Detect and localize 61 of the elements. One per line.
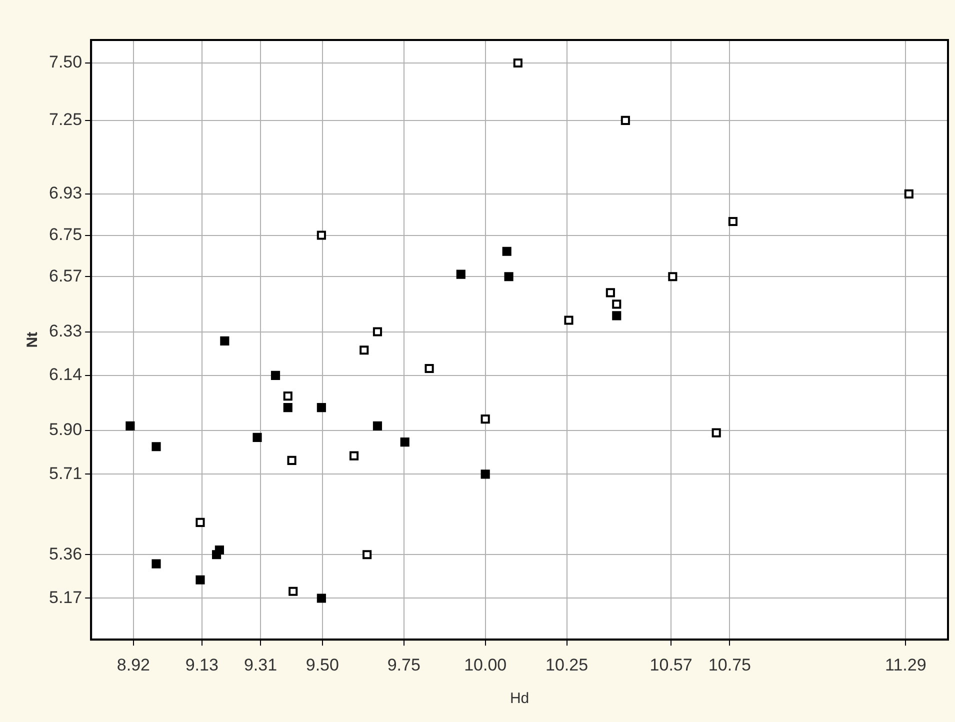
x-tick-label: 9.50 [306, 655, 339, 674]
y-tick-label: 6.14 [48, 365, 82, 384]
point [513, 58, 522, 68]
y-tick-label: 6.33 [48, 321, 82, 340]
point [372, 421, 382, 430]
point [612, 300, 622, 309]
point [316, 594, 326, 603]
y-tick-label: 6.57 [48, 266, 82, 286]
point [564, 316, 574, 325]
y-tick-label: 7.50 [48, 52, 82, 72]
y-tick-label: 5.36 [48, 544, 82, 564]
point [152, 559, 161, 568]
x-tick-label: 8.92 [116, 655, 150, 674]
point [152, 442, 161, 452]
point [372, 327, 382, 336]
point [283, 392, 292, 401]
x-tick-label: 10.57 [650, 655, 692, 674]
y-tick-label: 5.71 [48, 464, 82, 483]
point [220, 336, 230, 346]
point [480, 414, 490, 424]
point [288, 586, 298, 596]
x-tick-label: 11.29 [885, 655, 926, 674]
point [456, 270, 466, 279]
point [316, 230, 326, 240]
point [424, 364, 434, 374]
point [287, 456, 296, 465]
point [668, 272, 678, 282]
point [612, 311, 622, 320]
x-tick-label: 10.75 [708, 655, 751, 674]
point [283, 403, 292, 412]
point [362, 550, 372, 560]
point [480, 470, 490, 479]
x-tick-label: 9.13 [185, 655, 218, 674]
point [270, 370, 280, 380]
point [904, 189, 914, 198]
point [196, 518, 205, 527]
y-tick-label: 5.17 [48, 588, 82, 607]
y-tick-label: 5.90 [48, 420, 82, 440]
x-tick-label: 10.00 [464, 655, 507, 674]
point [606, 288, 615, 298]
y-axis-title: Nt [24, 332, 42, 348]
point [502, 246, 512, 256]
x-axis-title: Hd [510, 690, 530, 708]
point [360, 346, 369, 355]
point [620, 116, 630, 125]
point [126, 421, 135, 430]
x-tick-label: 9.75 [387, 655, 420, 674]
x-tick-label: 10.25 [546, 655, 588, 674]
point [504, 272, 514, 282]
y-tick-label: 6.93 [48, 184, 82, 203]
point [728, 216, 738, 226]
point [214, 545, 224, 555]
point [400, 437, 410, 447]
point [349, 451, 359, 460]
point [712, 428, 721, 438]
point [252, 432, 262, 442]
point [196, 575, 205, 584]
point [316, 403, 326, 412]
y-tick-label: 6.75 [48, 224, 82, 244]
x-tick-label: 9.31 [244, 655, 278, 674]
y-tick-label: 7.25 [48, 110, 82, 130]
